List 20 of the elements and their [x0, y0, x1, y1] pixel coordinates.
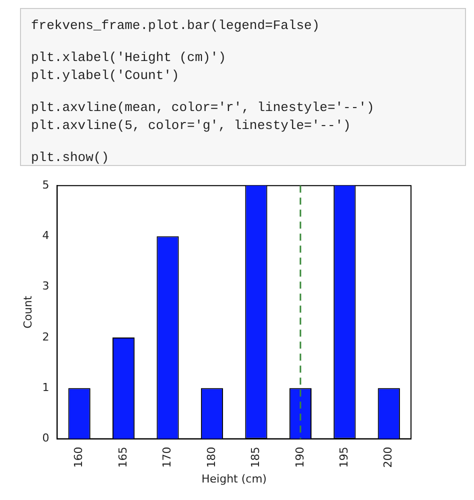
y-tick-label: 0: [42, 432, 50, 445]
y-tick-label: 1: [42, 381, 50, 394]
y-tick-label: 3: [42, 280, 50, 293]
x-tick-label: 180: [204, 446, 218, 468]
text: frekvens_frame.plot.bar(legend=False): [31, 17, 321, 35]
x-tick-label: 200: [382, 446, 395, 468]
x-tick-label: 190: [293, 446, 306, 468]
text: plt.show(): [31, 149, 110, 167]
text: plt.xlabel('Height (cm)') plt.ylabel('Count'): [31, 49, 228, 85]
y-tick-label: 5: [42, 178, 50, 192]
x-tick-label: 170: [160, 446, 174, 468]
x-axis-title: Height (cm): [201, 472, 267, 486]
y-tick-label: 2: [42, 330, 50, 344]
x-tick-label: 195: [338, 446, 351, 468]
x-tick-label: 160: [72, 446, 86, 468]
text: plt.axvline(mean, color='r', linestyle='--') plt.axvline(5, color='g', linestyle='--'): [31, 99, 376, 135]
x-tick-label: 185: [249, 446, 262, 468]
y-axis-title: Count: [21, 295, 34, 329]
y-tick-label: 4: [42, 229, 50, 242]
x-tick-label: 165: [116, 446, 130, 468]
